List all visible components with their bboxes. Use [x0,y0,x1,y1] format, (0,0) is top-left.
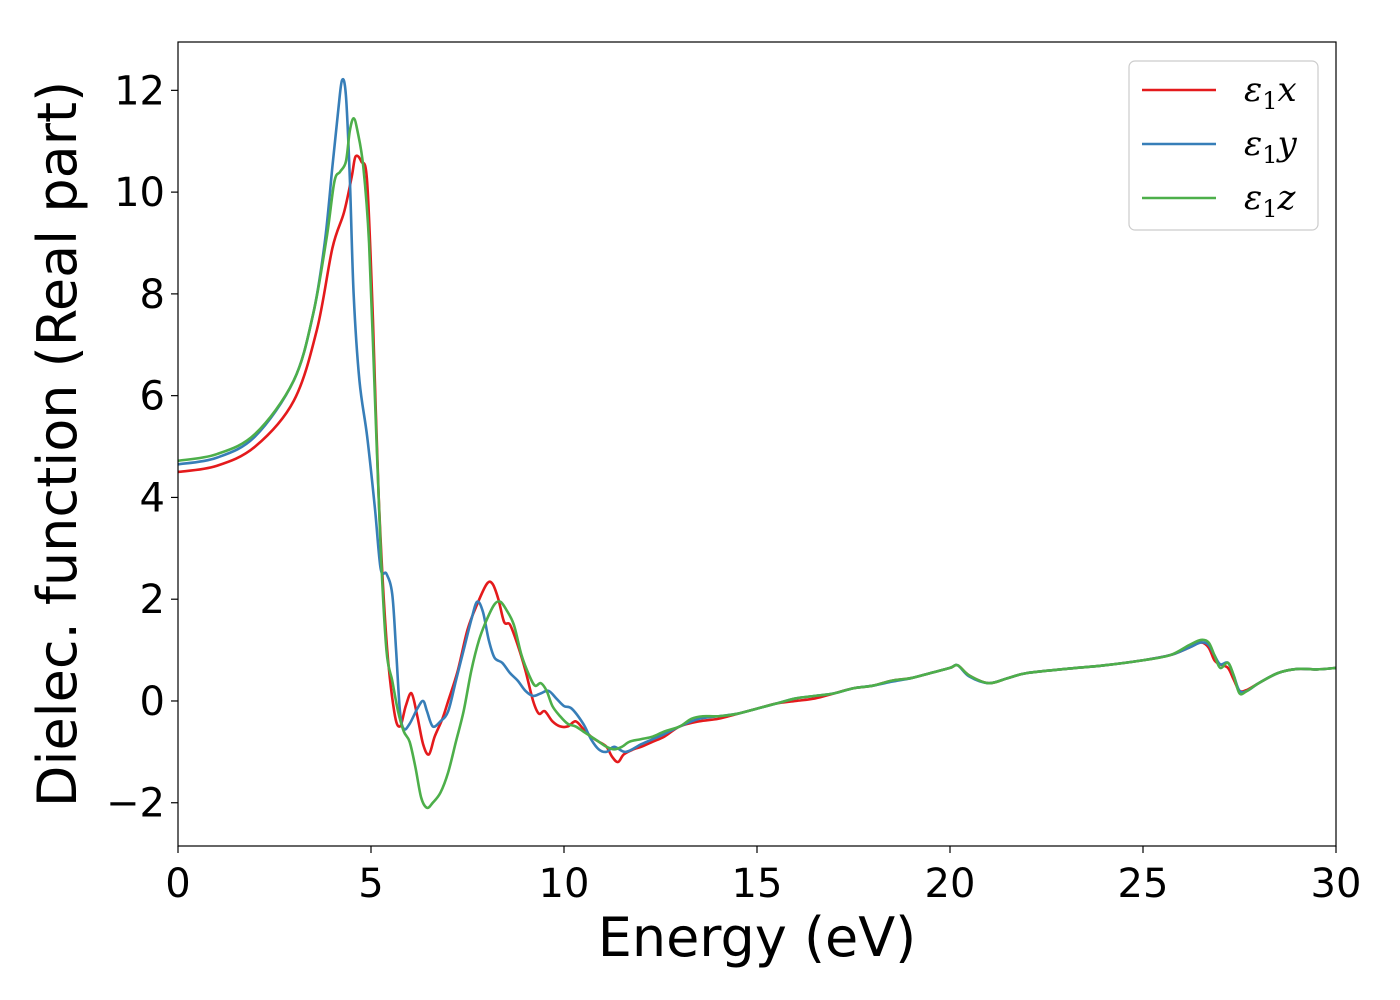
series-line-z [178,117,1336,810]
legend-label-x: ε1x [1244,70,1297,115]
y-tick-label: 12 [114,68,165,114]
x-tick-label: 10 [539,861,590,907]
legend-label-z: ε1z [1244,178,1297,223]
y-tick-label: 4 [140,475,165,521]
plot-area [177,41,1337,847]
y-tick-label: 2 [140,577,165,623]
y-axis-label: Dielec. function (Real part) [26,81,89,807]
legend-label-y: ε1y [1244,124,1298,169]
x-axis-label: Energy (eV) [598,906,917,969]
x-tick-label: 30 [1311,861,1362,907]
y-tick-label: 8 [140,272,165,318]
y-tick-label: 6 [140,374,165,420]
x-tick-label: 15 [732,861,783,907]
legend: ε1x ε1y ε1z [1128,60,1319,231]
y-tick-label: 0 [140,679,165,725]
x-tick-label: 25 [1118,861,1169,907]
y-axis: −2 0 2 4 6 8 10 12 [106,68,178,827]
x-tick-label: 20 [925,861,976,907]
y-tick-label: −2 [106,781,165,827]
x-tick-label: 5 [358,861,383,907]
y-tick-label: 10 [114,170,165,216]
x-axis: 0 5 10 15 20 25 30 [165,846,1361,907]
legend-frame [1128,60,1319,231]
x-tick-label: 0 [165,861,190,907]
series-layer [178,77,1336,810]
